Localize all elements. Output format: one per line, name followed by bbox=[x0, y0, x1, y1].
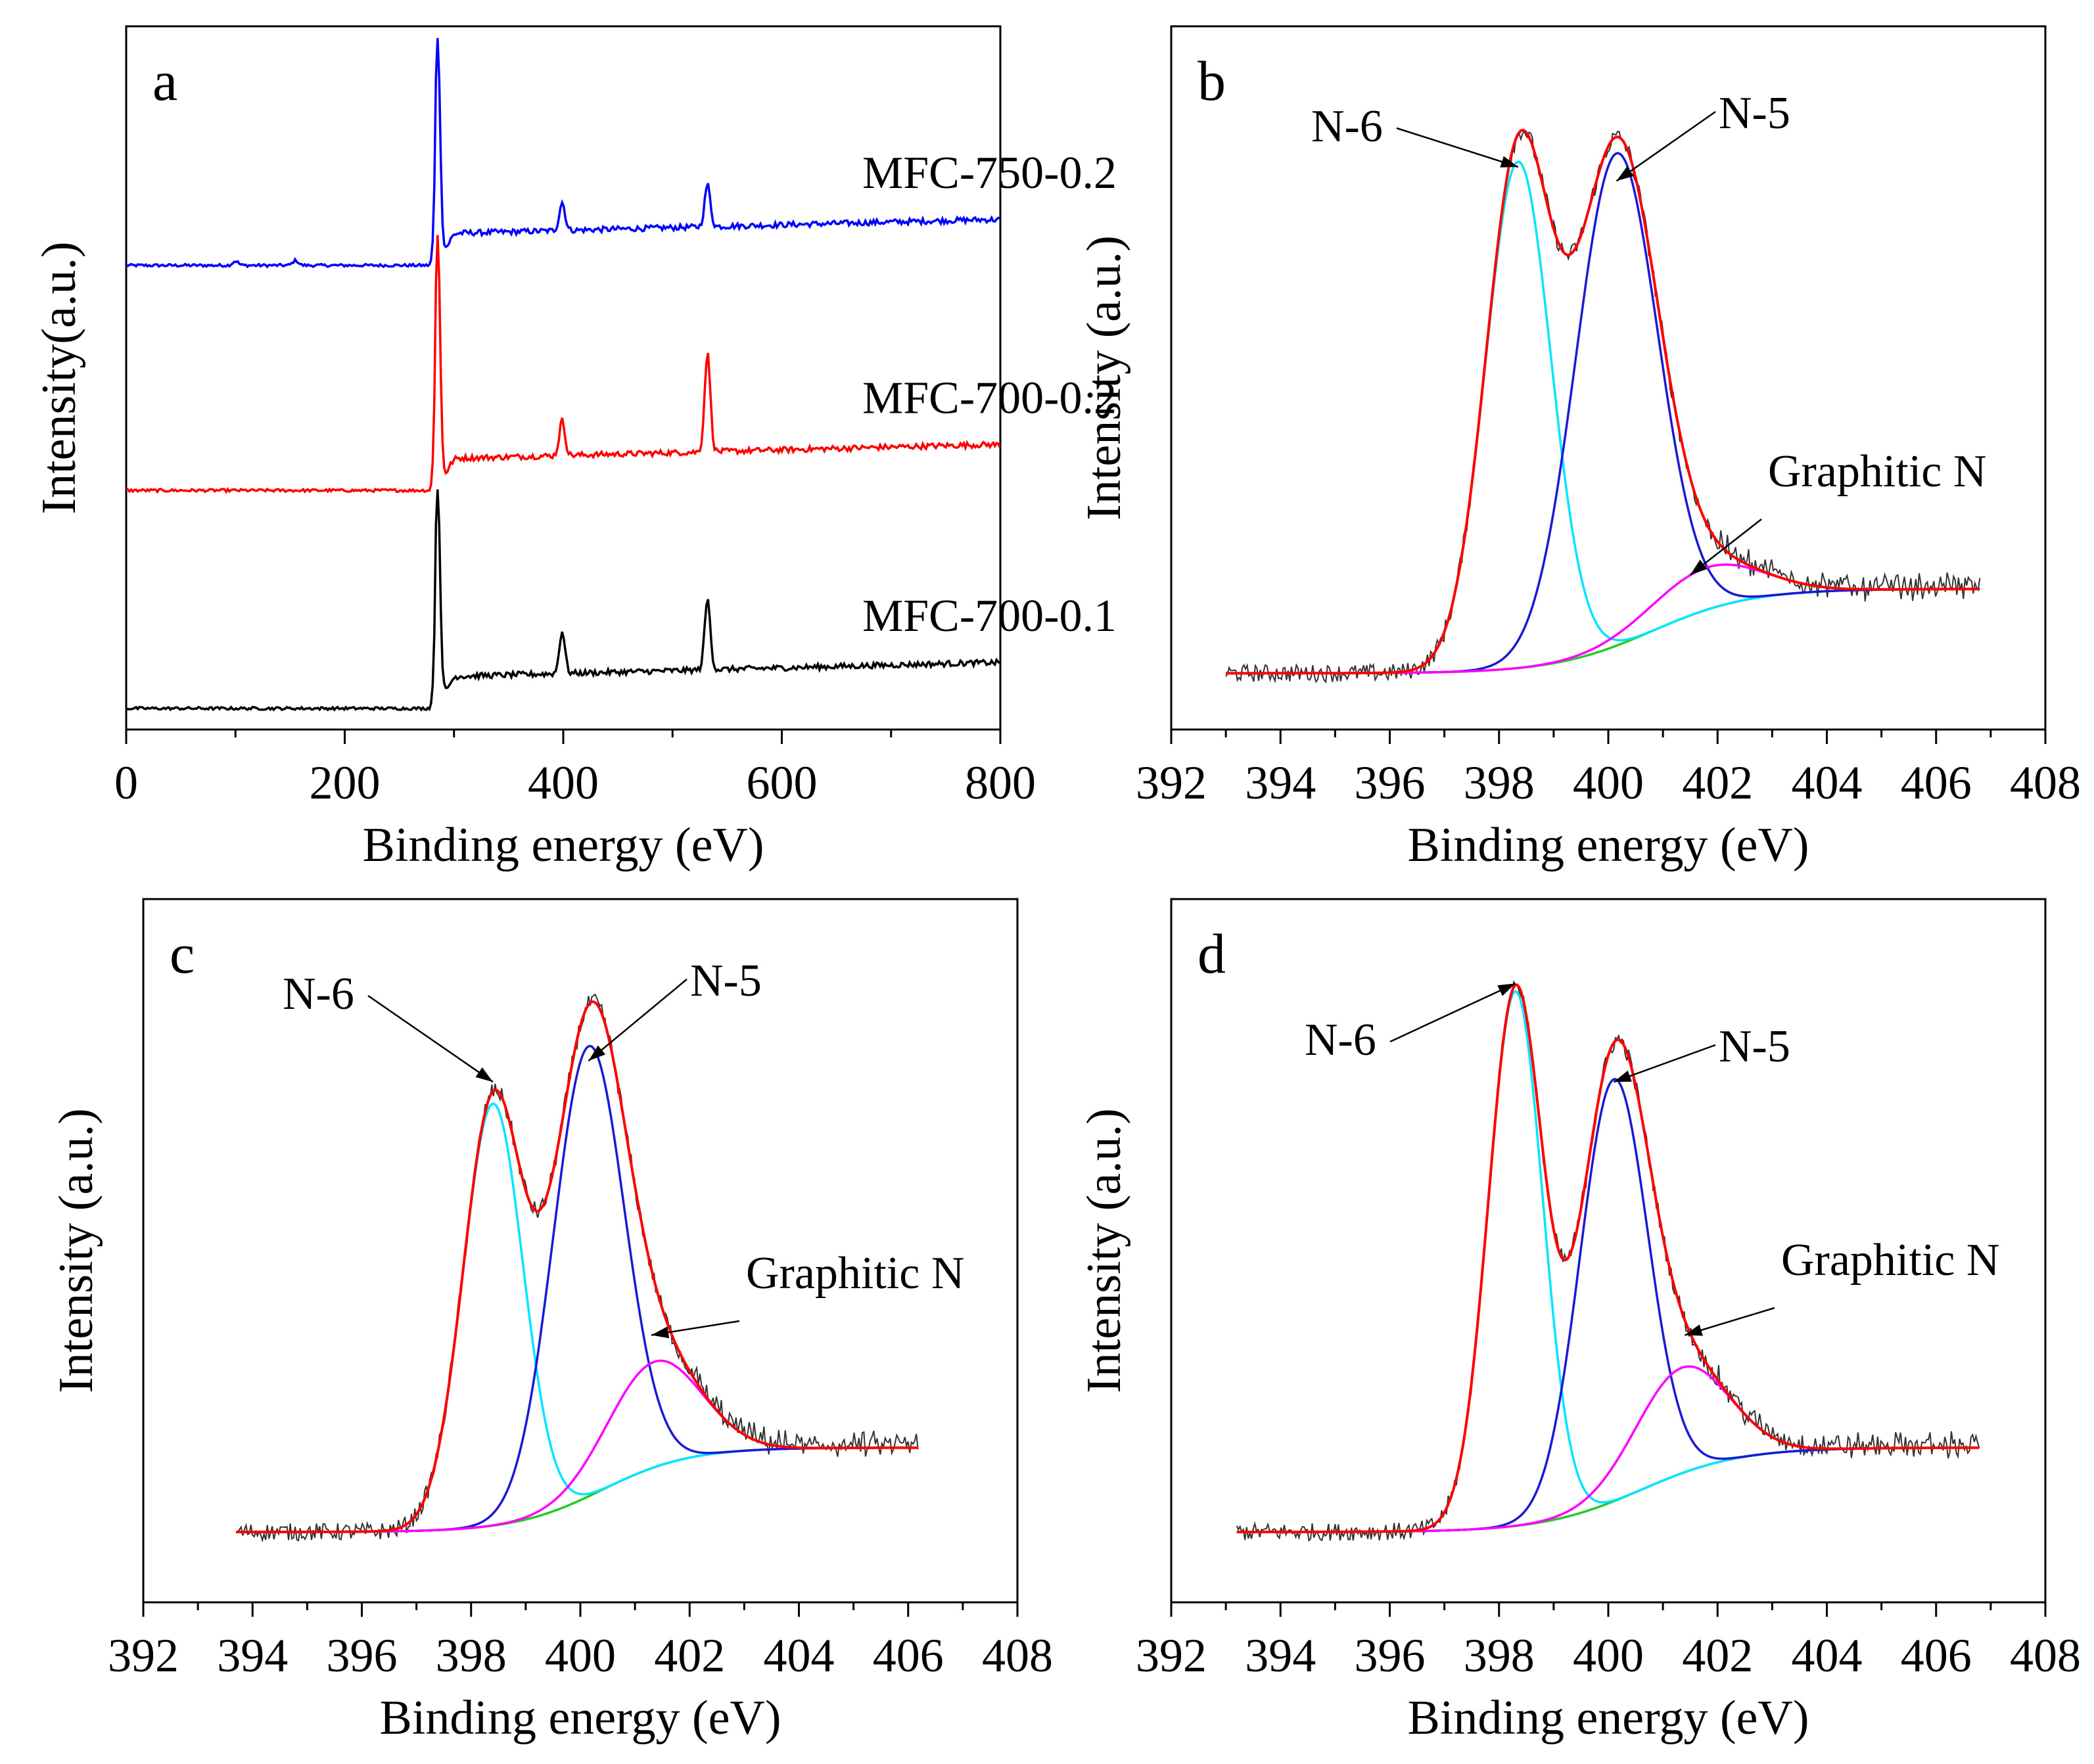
annotation-label: N-6 bbox=[1311, 101, 1383, 152]
annotation-arrow-line bbox=[1616, 110, 1716, 182]
component-n-6 bbox=[1226, 160, 1980, 675]
annotation-arrowhead bbox=[1685, 1324, 1703, 1336]
annotation-label: Graphitic N bbox=[1768, 446, 1986, 497]
envelope-fit-line bbox=[1226, 128, 1980, 675]
x-tick-label: 800 bbox=[965, 756, 1036, 809]
annotation-label: N-5 bbox=[690, 956, 762, 1006]
x-tick-label: 408 bbox=[982, 1629, 1053, 1682]
annotation-arrowhead bbox=[651, 1326, 670, 1339]
series-label: MFC-700-0.2 bbox=[862, 373, 1117, 424]
annotation-arrowhead bbox=[1500, 156, 1518, 168]
annotation-arrow-line bbox=[367, 994, 494, 1083]
x-tick-label: 400 bbox=[528, 756, 599, 809]
panel-label: c bbox=[170, 922, 195, 985]
x-tick-label: 406 bbox=[1901, 1629, 1972, 1682]
baseline-line bbox=[1236, 1446, 1980, 1533]
x-tick-label: 400 bbox=[1573, 756, 1644, 809]
panel-a: 0 200 400 600 800 Binding energy (eV) Intensit… bbox=[32, 25, 1117, 872]
plot-frame bbox=[1170, 25, 2047, 731]
x-tick-label: 402 bbox=[654, 1629, 725, 1682]
x-tick-label: 404 bbox=[1792, 1629, 1863, 1682]
envelope-fit-line bbox=[1236, 983, 1980, 1533]
x-tick-label: 404 bbox=[764, 1629, 835, 1682]
x-tick-label: 402 bbox=[1682, 1629, 1753, 1682]
x-tick-label: 406 bbox=[1901, 756, 1972, 809]
x-tick-label: 392 bbox=[1136, 756, 1207, 809]
annotation-label: Graphitic N bbox=[1781, 1235, 1999, 1286]
x-tick-label: 200 bbox=[310, 756, 381, 809]
annotation-label: N-5 bbox=[1719, 88, 1790, 139]
x-tick-label: 408 bbox=[2010, 756, 2081, 809]
component-n-6 bbox=[236, 1102, 918, 1533]
x-tick-label: 398 bbox=[436, 1629, 507, 1682]
series-label: MFC-750-0.2 bbox=[862, 148, 1117, 198]
panel-label: d bbox=[1198, 922, 1226, 985]
x-tick-label: 394 bbox=[217, 1629, 288, 1682]
annotation-label: N-6 bbox=[1305, 1015, 1376, 1065]
annotation-arrowhead bbox=[475, 1067, 493, 1082]
x-tick-label: 406 bbox=[873, 1629, 944, 1682]
x-axis-label: Binding energy (eV) bbox=[379, 1691, 781, 1745]
y-axis-label: Intensity(a.u.) bbox=[32, 241, 86, 514]
annotation-label: Graphitic N bbox=[746, 1248, 964, 1299]
x-tick-label: 0 bbox=[114, 756, 138, 809]
component-n-5 bbox=[1226, 152, 1980, 675]
series-MFC-750-0.2 bbox=[126, 37, 1000, 269]
baseline-line bbox=[236, 1446, 918, 1533]
annotation-arrow-line bbox=[1613, 1044, 1716, 1083]
annotation-arrow-line bbox=[1389, 983, 1516, 1043]
panel-label: b bbox=[1198, 49, 1226, 112]
component-graphitic-n bbox=[236, 1359, 918, 1533]
annotation-label: N-6 bbox=[283, 969, 354, 1019]
annotation-arrow-line bbox=[588, 979, 687, 1062]
x-tick-label: 400 bbox=[545, 1629, 616, 1682]
x-tick-label: 392 bbox=[108, 1629, 179, 1682]
raw-data-line bbox=[1225, 129, 1981, 684]
x-axis-label: Binding energy (eV) bbox=[362, 818, 764, 872]
annotation-arrowhead bbox=[1616, 166, 1634, 181]
annotation-label: N-5 bbox=[1719, 1021, 1790, 1072]
x-tick-label: 408 bbox=[2010, 1629, 2081, 1682]
x-tick-label: 398 bbox=[1464, 756, 1535, 809]
y-axis-label: Intensity (a.u.) bbox=[1077, 235, 1131, 521]
panel-c: 392 394 396 398 400 402 404 406 408 Binding energ… bbox=[49, 898, 1053, 1745]
series-MFC-700-0.2 bbox=[126, 235, 1001, 494]
annotation-arrow-line bbox=[1396, 127, 1519, 168]
annotation-arrowhead bbox=[1614, 1070, 1632, 1082]
series-MFC-700-0.1 bbox=[126, 489, 1001, 712]
x-tick-label: 396 bbox=[327, 1629, 398, 1682]
envelope-fit-line bbox=[236, 1000, 918, 1533]
component-graphitic-n bbox=[1226, 563, 1980, 675]
annotation-arrowhead bbox=[588, 1045, 606, 1061]
series-label: MFC-700-0.1 bbox=[862, 591, 1117, 641]
x-tick-label: 398 bbox=[1464, 1629, 1535, 1682]
x-tick-label: 400 bbox=[1573, 1629, 1644, 1682]
x-tick-label: 600 bbox=[747, 756, 818, 809]
x-axis-label: Binding energy (eV) bbox=[1407, 1691, 1809, 1745]
x-tick-label: 394 bbox=[1245, 1629, 1316, 1682]
panel-d: 392 394 396 398 400 402 404 406 408 Binding energ… bbox=[1077, 898, 2081, 1745]
x-tick-label: 396 bbox=[1355, 756, 1426, 809]
annotation-arrowhead bbox=[1690, 559, 1708, 575]
x-axis-label: Binding energy (eV) bbox=[1407, 818, 1809, 872]
panel-label: a bbox=[152, 49, 177, 112]
x-tick-label: 404 bbox=[1792, 756, 1863, 809]
y-axis-label: Intensity (a.u.) bbox=[49, 1108, 103, 1393]
x-tick-label: 392 bbox=[1136, 1629, 1207, 1682]
x-tick-label: 402 bbox=[1682, 756, 1753, 809]
annotation-arrowhead bbox=[1497, 983, 1516, 996]
x-tick-label: 396 bbox=[1355, 1629, 1426, 1682]
component-n-5 bbox=[1236, 1078, 1980, 1533]
y-axis-label: Intensity (a.u.) bbox=[1077, 1108, 1131, 1393]
x-tick-label: 394 bbox=[1245, 756, 1316, 809]
panel-b: 392 394 396 398 400 402 404 406 408 Binding energ… bbox=[1077, 25, 2081, 872]
